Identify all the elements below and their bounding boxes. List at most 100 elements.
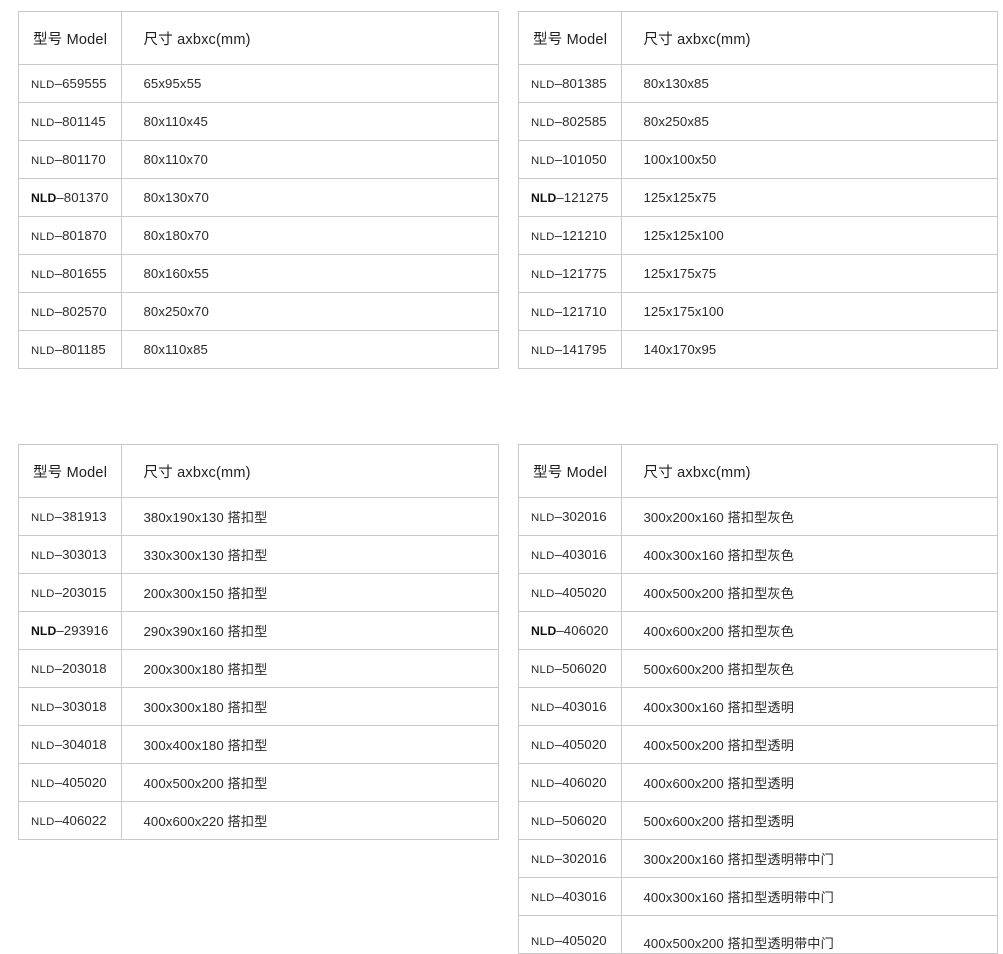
model-number: –403016 [554,699,607,714]
model-number: –121275 [556,190,609,205]
model-number: –304018 [54,737,107,752]
header-row: 型号 Model 尺寸 axbxc(mm) [19,12,499,65]
cell-size: 400x300x160 搭扣型透明 [621,687,998,726]
cell-model: NLD–304018 [19,725,122,764]
model-prefix: NLD [531,854,555,866]
model-number: –101050 [554,152,607,167]
model-prefix: NLD [531,936,555,948]
cell-size: 200x300x150 搭扣型 [121,573,499,612]
header-row: 型号 Model 尺寸 axbxc(mm) [519,12,998,65]
cell-size: 500x600x200 搭扣型灰色 [621,649,998,688]
cell-size: 400x600x220 搭扣型 [121,801,499,840]
model-number: –405020 [554,585,607,600]
cell-size: 300x200x160 搭扣型灰色 [621,497,998,536]
model-number: –801185 [54,342,106,357]
model-prefix: NLD [531,778,555,790]
size-text: 125x125x75 [643,190,717,205]
model-prefix: NLD [31,191,57,205]
model-number: –405020 [54,775,107,790]
model-prefix: NLD [31,778,55,790]
table-header: 型号 Model 尺寸 axbxc(mm) [19,445,499,498]
table-row: NLD–121210 125x125x100 [519,216,998,255]
spec-table-top-right: 型号 Model 尺寸 axbxc(mm) NLD–801385 80x130x8… [518,11,998,369]
cell-model: NLD–121775 [519,254,622,293]
model-number: –303018 [54,699,107,714]
table-row: NLD–121710 125x175x100 [519,292,998,331]
cell-size: 125x125x75 [621,178,998,217]
table-body: NLD–302016 300x200x160 搭扣型灰色 NLD–403016 400… [519,497,998,954]
table-row: NLD–801370 80x130x70 [19,178,499,217]
cell-model: NLD–801170 [19,140,122,179]
table-row: NLD–303018 300x300x180 搭扣型 [19,687,499,726]
cell-size: 300x300x180 搭扣型 [121,687,499,726]
model-prefix: NLD [531,740,555,752]
spec-sheet: 型号 Model 尺寸 axbxc(mm) NLD–659555 65x95x55… [18,11,998,954]
model-prefix: NLD [31,624,57,638]
model-number: –506020 [554,813,607,828]
model-number: –203015 [54,585,107,600]
model-number: –403016 [554,889,607,904]
model-prefix: NLD [531,892,555,904]
table-body: NLD–801385 80x130x85 NLD–802585 80x250x85 NL… [519,64,998,369]
table-row: NLD–405020 400x500x200 搭扣型透明带中门 [519,915,998,954]
cell-model: NLD–403016 [519,877,622,916]
model-prefix: NLD [31,740,55,752]
size-text: 400x600x200 搭扣型灰色 [643,624,794,639]
column-header-model: 型号 Model [19,12,122,65]
size-text: 400x500x200 搭扣型 [143,776,268,791]
model-prefix: NLD [31,155,55,167]
size-text: 500x600x200 搭扣型透明 [643,814,794,829]
table-row: NLD–659555 65x95x55 [19,64,499,103]
model-number: –659555 [54,76,107,91]
table-row: NLD–506020 500x600x200 搭扣型灰色 [519,649,998,688]
model-prefix: NLD [531,269,555,281]
table-row: NLD–302016 300x200x160 搭扣型灰色 [519,497,998,536]
column-header-size: 尺寸 axbxc(mm) [121,12,499,65]
cell-model: NLD–506020 [519,801,622,840]
cell-model: NLD–405020 [519,573,622,612]
table-header: 型号 Model 尺寸 axbxc(mm) [519,12,998,65]
table-row: NLD–381913 380x190x130 搭扣型 [19,497,499,536]
model-number: –121775 [554,266,607,281]
cell-model: NLD–141795 [519,330,622,369]
cell-size: 125x125x100 [621,216,998,255]
table-row: NLD–304018 300x400x180 搭扣型 [19,725,499,764]
size-text: 80x130x70 [143,190,209,205]
size-text: 400x600x220 搭扣型 [143,814,268,829]
cell-model: NLD–203018 [19,649,122,688]
table-row: NLD–801185 80x110x85 [19,330,499,369]
size-text: 300x200x160 搭扣型透明带中门 [643,852,834,867]
size-text: 400x600x200 搭扣型透明 [643,776,794,791]
model-number: –121710 [554,304,607,319]
model-number: –405020 [554,933,607,948]
model-prefix: NLD [31,816,55,828]
size-text: 80x110x45 [143,114,208,129]
size-text: 80x180x70 [143,228,209,243]
cell-size: 125x175x75 [621,254,998,293]
cell-size: 80x180x70 [121,216,499,255]
cell-size: 140x170x95 [621,330,998,369]
table-row: NLD–203018 200x300x180 搭扣型 [19,649,499,688]
model-number: –406020 [556,623,609,638]
cell-model: NLD–403016 [519,687,622,726]
model-prefix: NLD [531,624,557,638]
model-prefix: NLD [31,269,55,281]
model-number: –203018 [54,661,107,676]
model-prefix: NLD [31,79,55,91]
header-row: 型号 Model 尺寸 axbxc(mm) [519,445,998,498]
cell-model: NLD–659555 [19,64,122,103]
cell-model: NLD–801145 [19,102,122,141]
cell-model: NLD–302016 [519,839,622,878]
table-row: NLD–403016 400x300x160 搭扣型透明 [519,687,998,726]
cell-model: NLD–406022 [19,801,122,840]
cell-model: NLD–801370 [19,178,122,217]
cell-model: NLD–302016 [519,497,622,536]
table-row: NLD–801870 80x180x70 [19,216,499,255]
size-text: 400x500x200 搭扣型透明 [643,738,794,753]
model-prefix: NLD [531,307,555,319]
spec-table-top-left: 型号 Model 尺寸 axbxc(mm) NLD–659555 65x95x55… [18,11,499,369]
model-number: –801370 [56,190,109,205]
table-row: NLD–406020 400x600x200 搭扣型灰色 [519,611,998,650]
model-prefix: NLD [531,345,555,357]
cell-size: 80x110x85 [121,330,499,369]
